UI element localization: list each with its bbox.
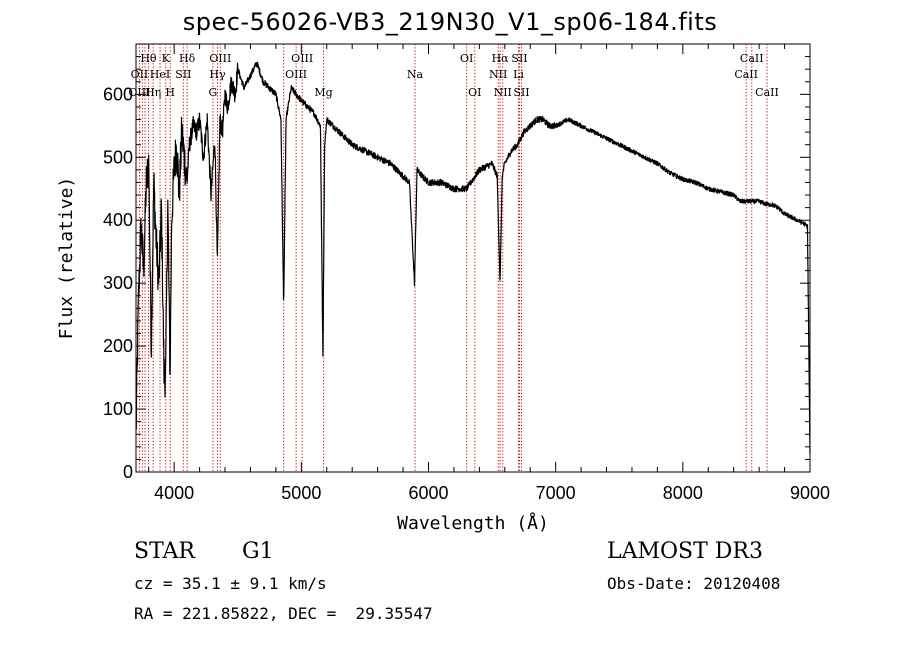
line-annotation: CaII bbox=[755, 86, 779, 99]
x-tick-label: 5000 bbox=[281, 483, 321, 503]
line-annotation: CaII bbox=[740, 52, 764, 65]
line-annotation: CaII bbox=[734, 68, 758, 81]
line-annotation: OIII bbox=[209, 52, 231, 65]
line-annotation: NII bbox=[489, 68, 507, 81]
object-class: STAR bbox=[134, 539, 195, 564]
y-tick-label: 300 bbox=[103, 273, 133, 293]
line-annotation: K bbox=[162, 52, 171, 65]
y-tick-label: 100 bbox=[103, 399, 133, 419]
line-annotation: Hα bbox=[492, 52, 510, 65]
line-annotation: Hγ bbox=[209, 68, 226, 81]
x-tick-label: 7000 bbox=[536, 483, 576, 503]
coordinates-text: RA = 221.85822, DEC = 29.35547 bbox=[134, 604, 433, 623]
x-tick-label: 8000 bbox=[663, 483, 703, 503]
x-tick-label: 4000 bbox=[154, 483, 194, 503]
obs-date-text: Obs-Date: 20120408 bbox=[607, 574, 781, 593]
line-annotation: Na bbox=[407, 68, 424, 81]
line-annotation: Hη bbox=[145, 86, 161, 99]
object-subclass: G1 bbox=[242, 539, 274, 564]
survey-name: LAMOST DR3 bbox=[607, 539, 763, 564]
line-annotation: OI bbox=[460, 52, 473, 65]
y-tick-label: 400 bbox=[103, 210, 133, 230]
y-tick-label: 500 bbox=[103, 147, 133, 167]
line-annotation: SII bbox=[175, 68, 191, 81]
line-annotation: G bbox=[209, 86, 218, 99]
x-axis-label: Wavelength (Å) bbox=[397, 512, 549, 534]
line-annotation: OIII bbox=[285, 68, 307, 81]
x-tick-label: 6000 bbox=[408, 483, 448, 503]
line-annotation: NII bbox=[494, 86, 512, 99]
y-tick-label: 200 bbox=[103, 336, 133, 356]
line-annotation: Mg bbox=[314, 86, 332, 99]
x-tick-label: 9000 bbox=[790, 483, 830, 503]
plot-frame bbox=[135, 43, 811, 473]
line-annotation: Li bbox=[513, 68, 524, 81]
line-annotation: SII bbox=[513, 86, 529, 99]
line-annotation: OI bbox=[468, 86, 481, 99]
line-annotation: Hδ bbox=[179, 52, 196, 65]
line-annotation: HeI bbox=[150, 68, 170, 81]
spectrum-series-line bbox=[135, 61, 811, 454]
line-annotation: Hθ bbox=[140, 52, 157, 65]
y-tick-label: 600 bbox=[103, 84, 133, 104]
line-annotation: OIII bbox=[291, 52, 313, 65]
line-annotation: OII bbox=[131, 68, 149, 81]
line-annotation: OIII bbox=[128, 86, 150, 99]
chart-title: spec-56026-VB3_219N30_V1_sp06-184.fits bbox=[182, 8, 718, 36]
redshift-text: cz = 35.1 ± 9.1 km/s bbox=[134, 574, 327, 593]
line-annotation: H bbox=[165, 86, 175, 99]
y-tick-label: 0 bbox=[123, 462, 133, 482]
y-axis-label: Flux (relative) bbox=[56, 177, 77, 340]
line-annotation: SII bbox=[511, 52, 527, 65]
